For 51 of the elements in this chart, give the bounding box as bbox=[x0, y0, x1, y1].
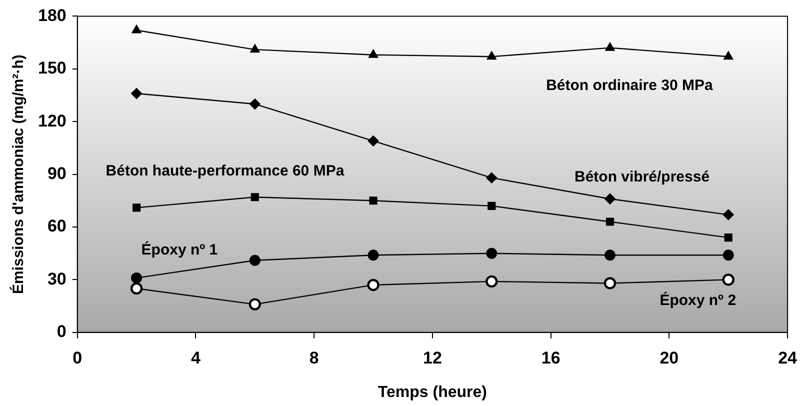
x-tick-label: 24 bbox=[778, 348, 798, 368]
point bbox=[131, 88, 142, 99]
y-tick-label: 90 bbox=[47, 164, 66, 183]
point bbox=[486, 275, 498, 288]
x-tick-label: 8 bbox=[309, 348, 319, 368]
y-axis-title: Émissions d'ammoniac (mg/m²·h) bbox=[9, 54, 28, 294]
series-label: Époxy nº 1 bbox=[141, 240, 218, 258]
point bbox=[248, 298, 262, 310]
x-tick-label: 20 bbox=[660, 348, 679, 368]
point bbox=[369, 196, 378, 205]
point bbox=[368, 250, 379, 261]
point bbox=[132, 24, 142, 34]
y-tick-label: 120 bbox=[38, 111, 66, 130]
series-label: Époxy nº 2 bbox=[660, 290, 736, 309]
point bbox=[250, 193, 259, 202]
point bbox=[722, 209, 734, 220]
x-tick-label: 0 bbox=[72, 348, 82, 368]
x-tick-label: 12 bbox=[422, 348, 442, 368]
point bbox=[249, 98, 260, 110]
point bbox=[486, 51, 496, 60]
point bbox=[250, 44, 260, 53]
y-tick-label: 150 bbox=[38, 58, 66, 78]
point bbox=[486, 248, 498, 259]
point bbox=[604, 277, 616, 290]
y-tick-label: 60 bbox=[47, 216, 66, 236]
x-tick-label: 16 bbox=[541, 348, 560, 368]
series-label: Béton ordinaire 30 MPa bbox=[546, 76, 714, 94]
y-tick-label: 0 bbox=[56, 322, 66, 342]
point bbox=[604, 193, 616, 204]
point bbox=[131, 272, 142, 284]
point bbox=[249, 254, 260, 266]
point bbox=[724, 51, 734, 60]
point bbox=[130, 282, 143, 295]
point bbox=[486, 172, 498, 184]
y-tick-label: 180 bbox=[38, 6, 66, 25]
point bbox=[367, 278, 380, 292]
x-axis-title: Temps (heure) bbox=[378, 384, 487, 401]
y-tick-label: 30 bbox=[47, 269, 66, 288]
point bbox=[605, 42, 615, 51]
point bbox=[368, 49, 378, 58]
point bbox=[606, 218, 614, 226]
x-tick-label: 4 bbox=[190, 348, 201, 368]
point bbox=[722, 250, 734, 261]
point bbox=[722, 274, 734, 286]
point bbox=[724, 234, 732, 242]
series-label: Béton haute-performance 60 MPa bbox=[106, 162, 345, 180]
point bbox=[132, 204, 141, 212]
series-label: Béton vibré/pressé bbox=[574, 168, 710, 186]
point bbox=[368, 135, 379, 146]
point bbox=[488, 202, 496, 210]
point bbox=[604, 250, 616, 261]
